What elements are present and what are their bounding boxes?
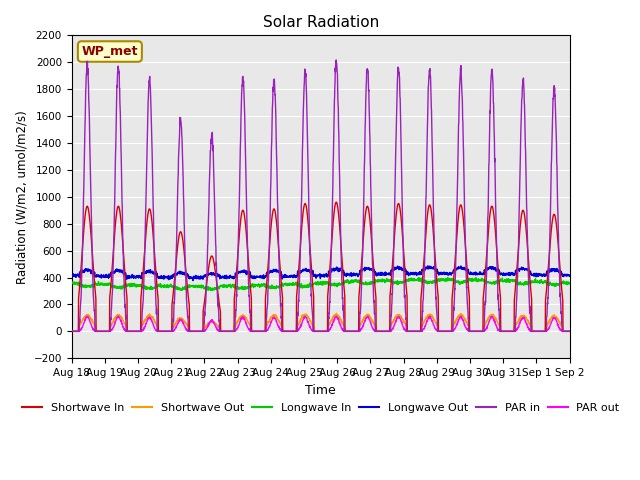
Text: WP_met: WP_met <box>82 45 138 58</box>
Legend: Shortwave In, Shortwave Out, Longwave In, Longwave Out, PAR in, PAR out: Shortwave In, Shortwave Out, Longwave In… <box>17 398 624 417</box>
Y-axis label: Radiation (W/m2, umol/m2/s): Radiation (W/m2, umol/m2/s) <box>15 110 28 284</box>
X-axis label: Time: Time <box>305 384 336 396</box>
Title: Solar Radiation: Solar Radiation <box>262 15 379 30</box>
